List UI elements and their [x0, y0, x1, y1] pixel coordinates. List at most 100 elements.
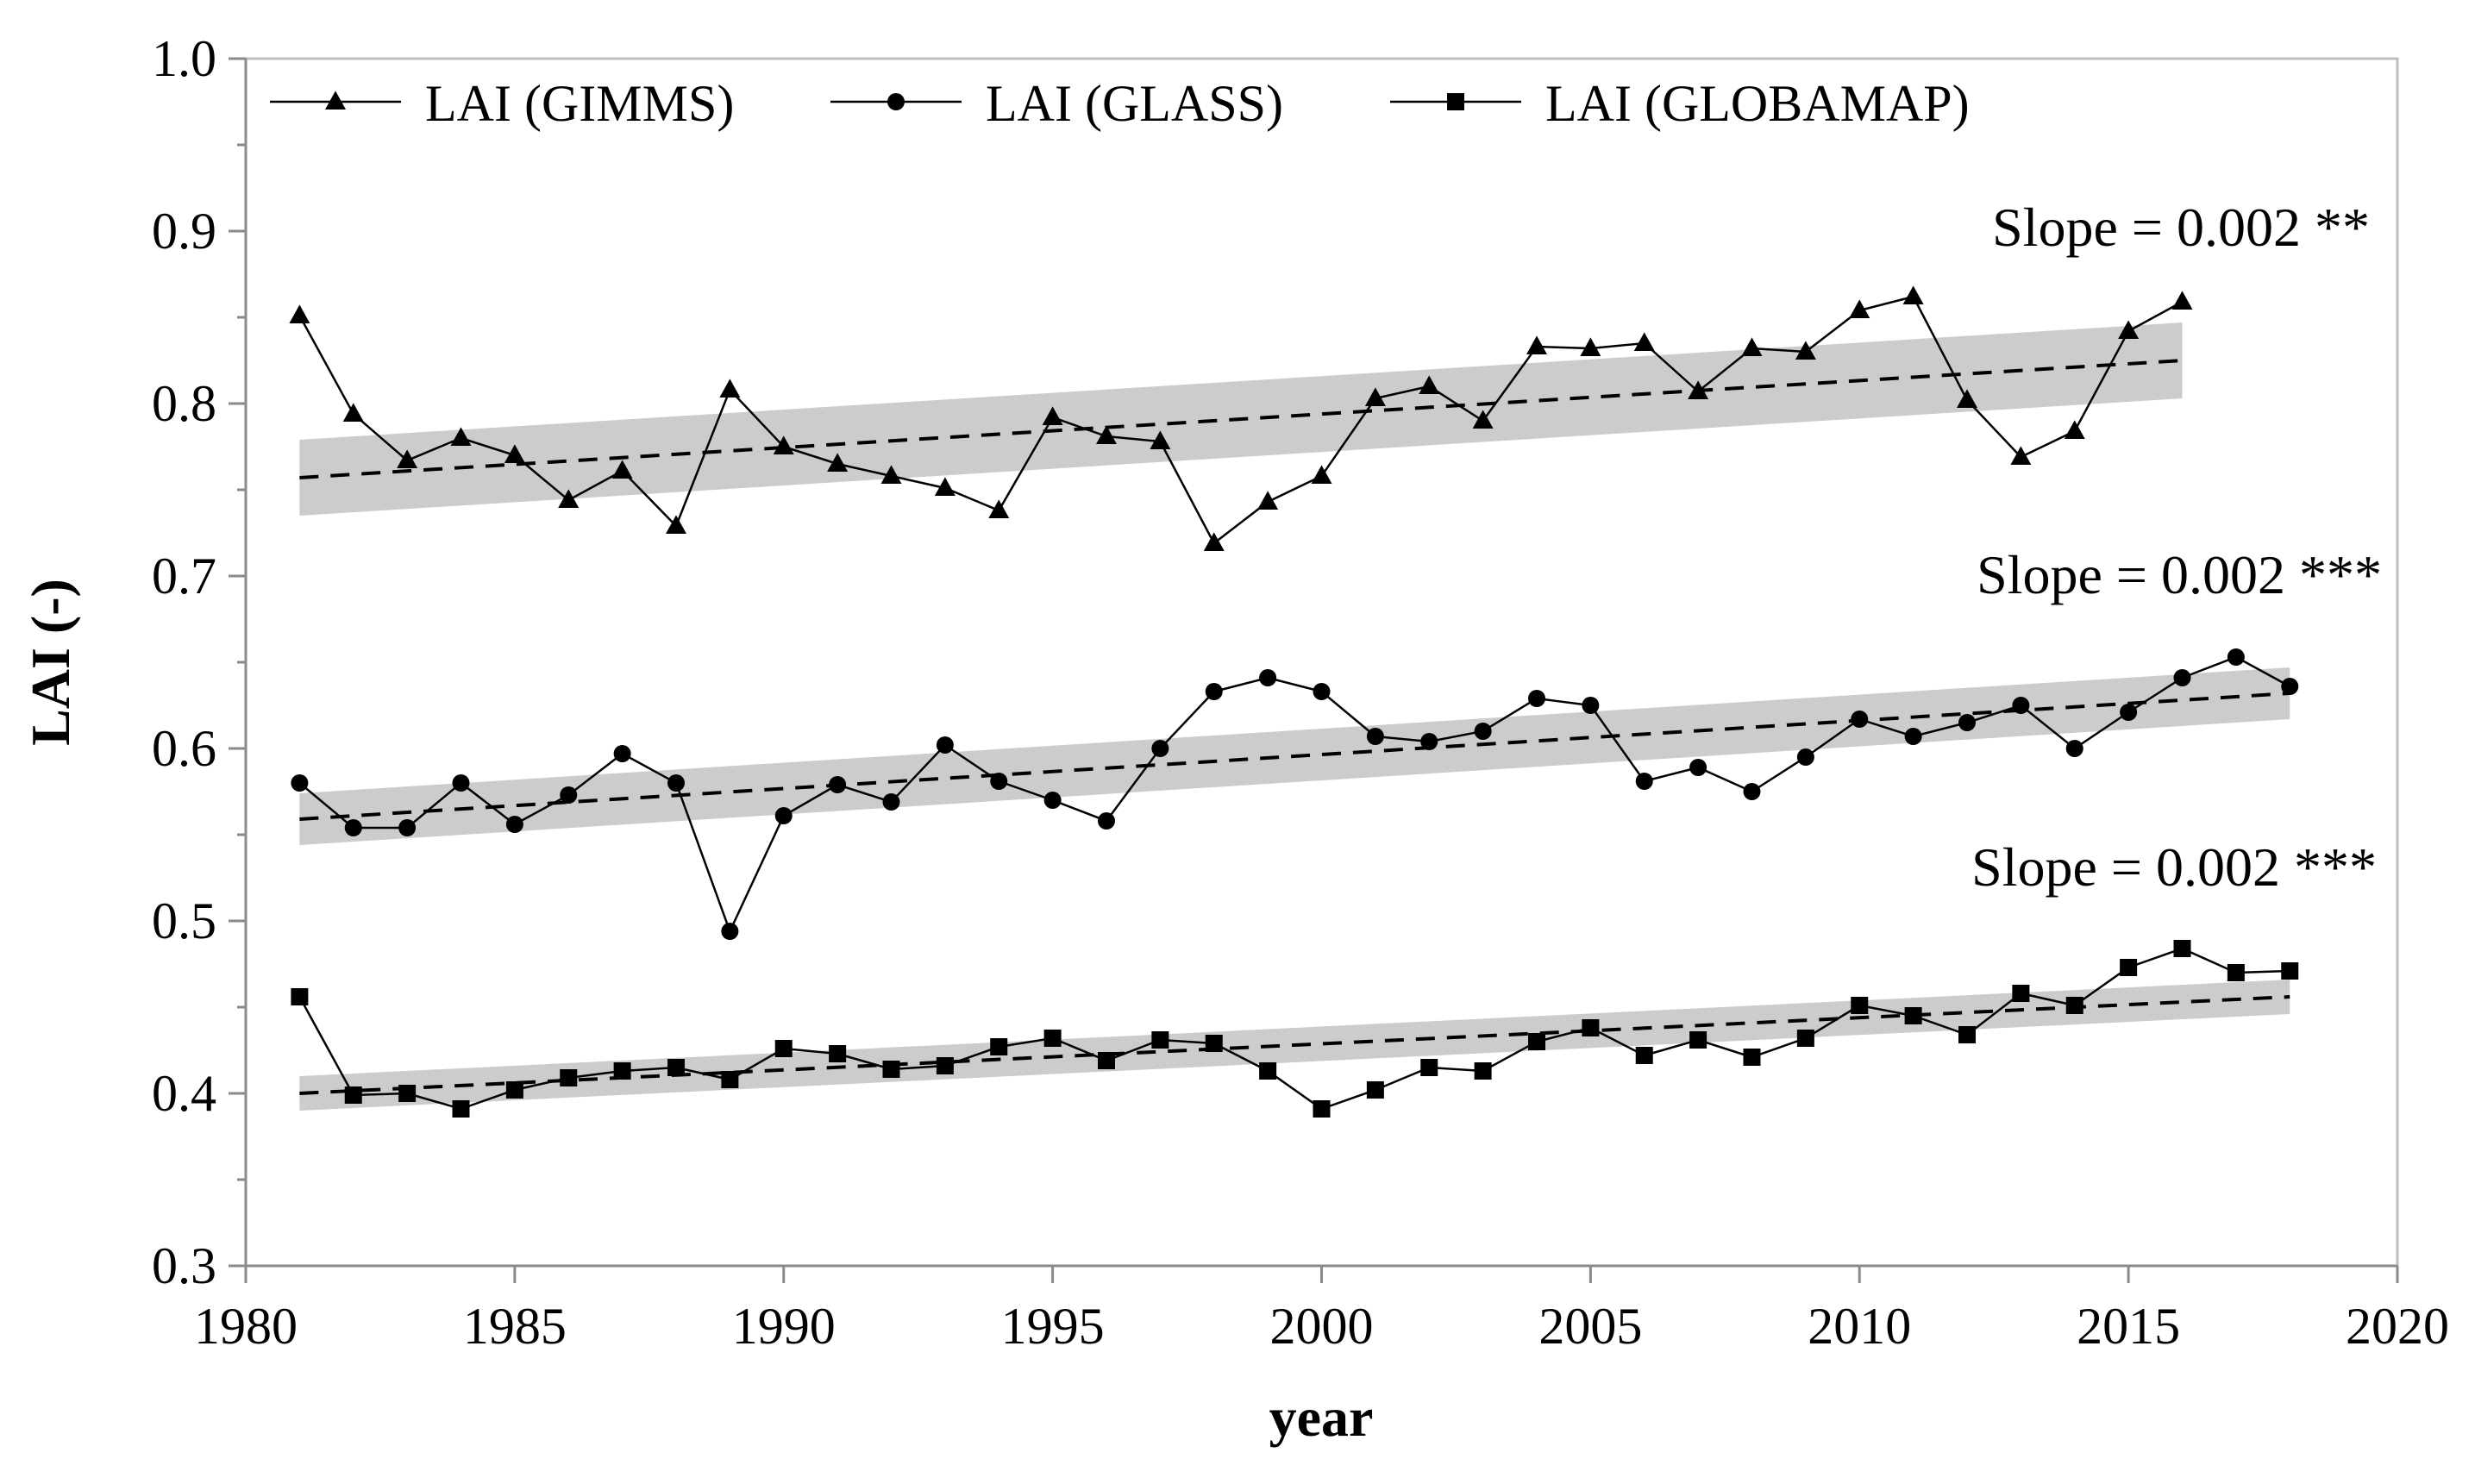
data-point-gimms [1957, 389, 1977, 408]
data-point-gimms [2064, 420, 2085, 439]
y-tick-label: 0.8 [152, 375, 216, 432]
y-tick-label: 0.3 [152, 1237, 216, 1294]
data-point-globamap [990, 1038, 1008, 1055]
trend-line-gimms [299, 359, 2183, 479]
data-point-glass [882, 793, 900, 811]
data-point-globamap [2120, 959, 2138, 976]
data-point-glass [774, 807, 793, 824]
data-point-globamap [882, 1061, 900, 1078]
series-line-gimms [298, 295, 2184, 545]
data-point-glass [1796, 748, 1814, 766]
data-point-glass [990, 773, 1008, 790]
data-point-glass [721, 923, 739, 940]
data-point-gimms [827, 453, 849, 472]
data-point-gimms [342, 403, 364, 422]
data-point-glass [1366, 728, 1384, 745]
y-tick-label: 0.6 [152, 720, 216, 777]
data-point-gimms [1311, 465, 1332, 484]
data-point-glass [1151, 740, 1169, 757]
data-point-gimms [1688, 380, 1709, 399]
data-point-glass [1313, 683, 1331, 700]
data-point-glass [505, 816, 523, 833]
data-series [289, 285, 2299, 1118]
data-point-glass [1851, 711, 1869, 728]
x-tick-label: 1990 [732, 1298, 836, 1355]
y-tick-label: 0.7 [152, 548, 216, 604]
data-point-glass [2227, 648, 2245, 666]
y-tick-label: 0.4 [152, 1065, 216, 1122]
legend-item-globamap: LAI (GLOBAMAP) [1390, 75, 1970, 132]
x-tick-label: 2005 [1538, 1298, 1642, 1355]
data-point-glass [1528, 690, 1545, 707]
data-point-gimms [1419, 375, 1440, 394]
y-tick-label: 1.0 [152, 30, 216, 87]
legend-label-gimms: LAI (GIMMS) [425, 75, 734, 132]
data-point-glass [829, 776, 847, 793]
data-point-gimms [934, 477, 956, 496]
x-tick-label: 1995 [1001, 1298, 1105, 1355]
data-point-globamap [1151, 1031, 1169, 1049]
x-tick-label: 2000 [1270, 1298, 1374, 1355]
data-point-globamap [1904, 1007, 1922, 1024]
data-point-globamap [560, 1069, 578, 1086]
data-point-globamap [1958, 1026, 1976, 1043]
data-point-gimms [1257, 491, 1279, 510]
data-point-gimms [289, 304, 310, 323]
data-point-glass [1205, 683, 1223, 700]
data-point-gimms [397, 449, 418, 468]
legend-label-globamap: LAI (GLOBAMAP) [1545, 75, 1970, 132]
data-point-globamap [1313, 1100, 1331, 1118]
data-point-gimms [1203, 532, 1225, 551]
data-point-gimms [1042, 406, 1063, 425]
trend-line-glass [299, 692, 2290, 821]
legend-marker-globamap [1447, 93, 1464, 110]
x-tick-label: 1980 [194, 1298, 298, 1355]
data-point-gimms [1902, 285, 1924, 304]
data-point-globamap [291, 988, 309, 1005]
data-point-globamap [398, 1085, 417, 1102]
x-tick-label: 1985 [463, 1298, 567, 1355]
series-gimms [289, 285, 2193, 551]
data-point-glass [2173, 669, 2191, 686]
data-point-globamap [1528, 1033, 1545, 1050]
legend: LAI (GIMMS) LAI (GLASS) LAI (GLOBAMAP) [270, 75, 1970, 132]
legend-marker-glass [887, 93, 905, 110]
data-point-glass [398, 819, 417, 836]
data-point-gimms [1472, 410, 1494, 429]
data-point-globamap [2281, 962, 2299, 980]
data-point-glass [1474, 723, 1492, 740]
data-point-glass [291, 774, 309, 792]
data-point-globamap [2012, 985, 2030, 1002]
slope-annotation-glass: Slope = 0.002 *** [1977, 544, 2382, 605]
y-axis-title: LAI (-) [20, 579, 81, 746]
legend-marker-gimms [325, 91, 346, 110]
data-point-globamap [2065, 997, 2083, 1014]
data-point-gimms [1580, 337, 1601, 356]
data-point-glass [613, 745, 631, 762]
data-point-gimms [773, 435, 794, 454]
data-point-glass [936, 736, 954, 754]
data-point-globamap [613, 1062, 631, 1080]
data-point-glass [1958, 714, 1976, 731]
data-point-glass [1098, 812, 1115, 830]
data-point-globamap [721, 1071, 739, 1088]
data-point-gimms [1849, 299, 1870, 318]
data-point-globamap [1098, 1052, 1115, 1069]
axis-ticks: 0.3 0.4 0.5 0.6 0.7 0.8 0.9 1.0 1980 1985 1990 1995… [152, 30, 2449, 1355]
data-point-gimms [1526, 335, 1547, 354]
data-point-globamap [2173, 940, 2191, 957]
data-point-gimms [1633, 332, 1655, 351]
data-point-globamap [1366, 1081, 1384, 1099]
data-point-gimms [1795, 341, 1816, 360]
data-point-gimms [880, 465, 902, 484]
data-point-glass [667, 774, 685, 792]
data-point-glass [2120, 704, 2138, 721]
data-point-gimms [666, 515, 686, 534]
data-point-glass [452, 774, 470, 792]
data-point-globamap [1474, 1062, 1492, 1080]
series-line-globamap [298, 947, 2290, 1111]
data-point-glass [2065, 740, 2083, 757]
data-point-globamap [452, 1100, 470, 1118]
data-point-globamap [2227, 964, 2245, 981]
